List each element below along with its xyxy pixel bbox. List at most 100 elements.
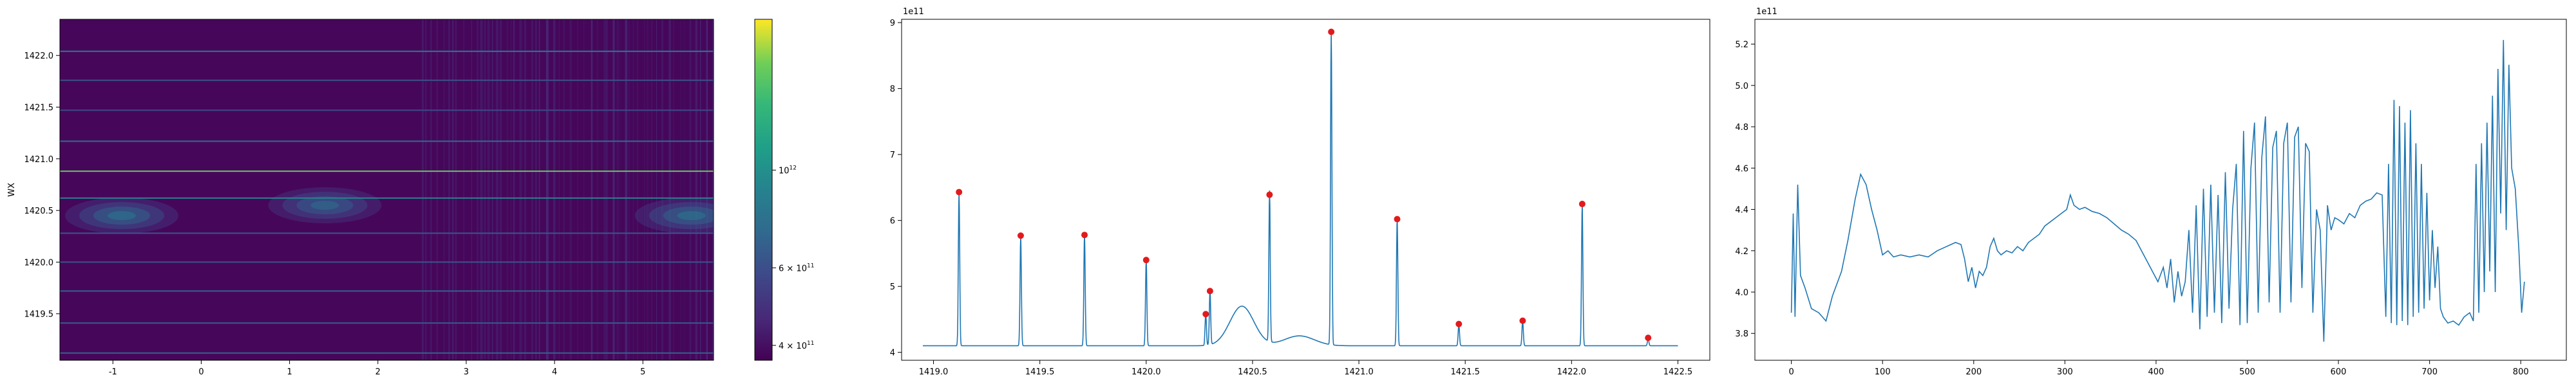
heatmap-stripe — [563, 19, 565, 360]
heatmap-stripe — [484, 19, 486, 360]
peak-marker — [1017, 232, 1024, 239]
heatmap-stripe — [506, 19, 509, 360]
heatmap-stripe — [496, 19, 498, 360]
peak-marker — [1455, 320, 1463, 327]
x-tick-label: 1422.0 — [1557, 367, 1587, 377]
heatmap-background — [60, 19, 714, 360]
heatmap-stripe — [558, 19, 560, 360]
peak-marker — [956, 188, 963, 196]
heatmap-horizontal-lines — [60, 50, 714, 354]
heatmap-stripe — [538, 19, 540, 360]
heatmap-stripe — [545, 19, 549, 360]
heatmap-stripe — [628, 19, 630, 360]
heatmap-stripe — [646, 19, 649, 360]
heatmap-blob — [79, 202, 165, 230]
x-tick-label: 1419.0 — [919, 367, 949, 377]
heatmap-stripe — [680, 19, 681, 360]
heatmap-stripe — [672, 19, 674, 360]
heatmap-stripe — [583, 19, 585, 360]
timeseries-plot-area — [1754, 19, 2567, 361]
x-tick-label: 200 — [1965, 367, 1982, 377]
heatmap-y-axis-label: WX — [7, 183, 17, 197]
heatmap-stripe — [436, 19, 438, 360]
peaks-series-line — [923, 30, 1678, 347]
heatmap-stripe — [492, 19, 493, 360]
y-tick-label: 7 — [890, 151, 895, 160]
y-tick-label: 3.8 — [1735, 329, 1748, 339]
heatmap-stripe — [612, 19, 615, 360]
heatmap-blob — [108, 211, 137, 221]
heatmap-stripe — [553, 19, 556, 360]
heatmap-stripe — [569, 19, 572, 360]
heatmap-blob — [677, 211, 706, 221]
heatmap-stripe — [455, 19, 457, 360]
peak-marker — [1266, 191, 1273, 198]
heatmap-stripe — [695, 19, 698, 360]
peaks-plot-area — [901, 19, 1710, 361]
colorbar-tick-label: 4 × 1011 — [779, 340, 814, 351]
heatmap-stripe — [513, 19, 515, 360]
heatmap-stripe — [448, 19, 450, 360]
y-tick-label: 5.2 — [1735, 41, 1748, 50]
y-tick-label: 1422.0 — [24, 51, 54, 61]
x-tick-label: 400 — [2148, 367, 2164, 377]
heatmap-stripe — [480, 19, 483, 360]
heatmap-stripe — [700, 19, 701, 360]
y-tick-label: 1420.0 — [24, 258, 54, 268]
peak-marker — [1142, 257, 1150, 264]
heatmap-stripe — [616, 19, 620, 360]
y-tick-label: 4.2 — [1735, 247, 1748, 257]
x-tick-label: 1421.5 — [1450, 367, 1480, 377]
heatmap-stripe — [471, 19, 473, 360]
heatmap-stripe — [531, 19, 533, 360]
x-tick-label: 800 — [2513, 367, 2529, 377]
heatmap-y-ticks: 1419.5 1420.0 1420.5 1421.0 1421.5 1422.0 — [24, 51, 60, 320]
colorbar-ticks: 4 × 1011 6 × 1011 1012 — [772, 165, 814, 351]
x-tick-label: 1420.0 — [1132, 367, 1161, 377]
y-tick-label: 4 — [890, 349, 895, 358]
peak-marker — [1645, 335, 1652, 342]
heatmap-stripe — [632, 19, 634, 360]
y-tick-label: 9 — [890, 19, 895, 28]
heatmap-stripe — [661, 19, 663, 360]
x-tick-label: 600 — [2331, 367, 2347, 377]
heatmap-stripe — [477, 19, 479, 360]
timeseries-y-ticks: 3.8 4.0 4.2 4.4 4.6 4.8 5.0 5.2 — [1735, 41, 1755, 339]
peaks-x-ticks: 1419.0 1419.5 1420.0 1420.5 1421.0 1421.5 1422… — [919, 360, 1692, 377]
x-tick-label: 1422.5 — [1663, 367, 1693, 377]
y-tick-label: 5 — [890, 282, 895, 292]
x-tick-label: 4 — [552, 367, 557, 377]
peak-marker — [1328, 28, 1335, 35]
heatmap-stripe — [656, 19, 657, 360]
timeseries-line-chart: 0 100 200 300 400 500 600 700 800 3.8 4.0 4.2 4.4 4.… — [1735, 7, 2567, 377]
heatmap-blob — [65, 198, 179, 234]
x-tick-label: 0 — [1788, 367, 1794, 377]
heatmap-stripe — [625, 19, 627, 360]
heatmap-blob — [268, 187, 382, 224]
x-tick-label: -1 — [109, 367, 117, 377]
timeseries-series-line — [1790, 40, 2525, 342]
heatmap-blob — [634, 198, 714, 234]
heatmap-blob — [310, 201, 339, 210]
x-tick-label: 100 — [1875, 367, 1891, 377]
timeseries-offset-label: 1e11 — [1756, 7, 1777, 17]
x-tick-label: 1 — [287, 367, 292, 377]
heatmap-stripe — [451, 19, 454, 360]
peak-markers — [956, 28, 1652, 342]
colorbar-tick-label: 6 × 1011 — [779, 262, 814, 273]
peak-marker — [1519, 317, 1526, 324]
peaks-offset-label: 1e11 — [903, 7, 924, 17]
x-tick-label: 2 — [375, 367, 381, 377]
heatmap-blob — [93, 207, 151, 225]
peaks-y-ticks: 4 5 6 7 8 9 — [890, 19, 902, 358]
x-tick-label: 0 — [198, 367, 204, 377]
heatmap-stripe — [706, 19, 708, 360]
heatmap-stripe — [500, 19, 502, 360]
heatmap-stripe — [643, 19, 645, 360]
x-tick-label: 3 — [464, 367, 469, 377]
peak-marker — [1394, 216, 1401, 223]
y-tick-label: 5.0 — [1735, 82, 1748, 91]
heatmap-stripe — [510, 19, 512, 360]
heatmap-stripe — [519, 19, 522, 360]
